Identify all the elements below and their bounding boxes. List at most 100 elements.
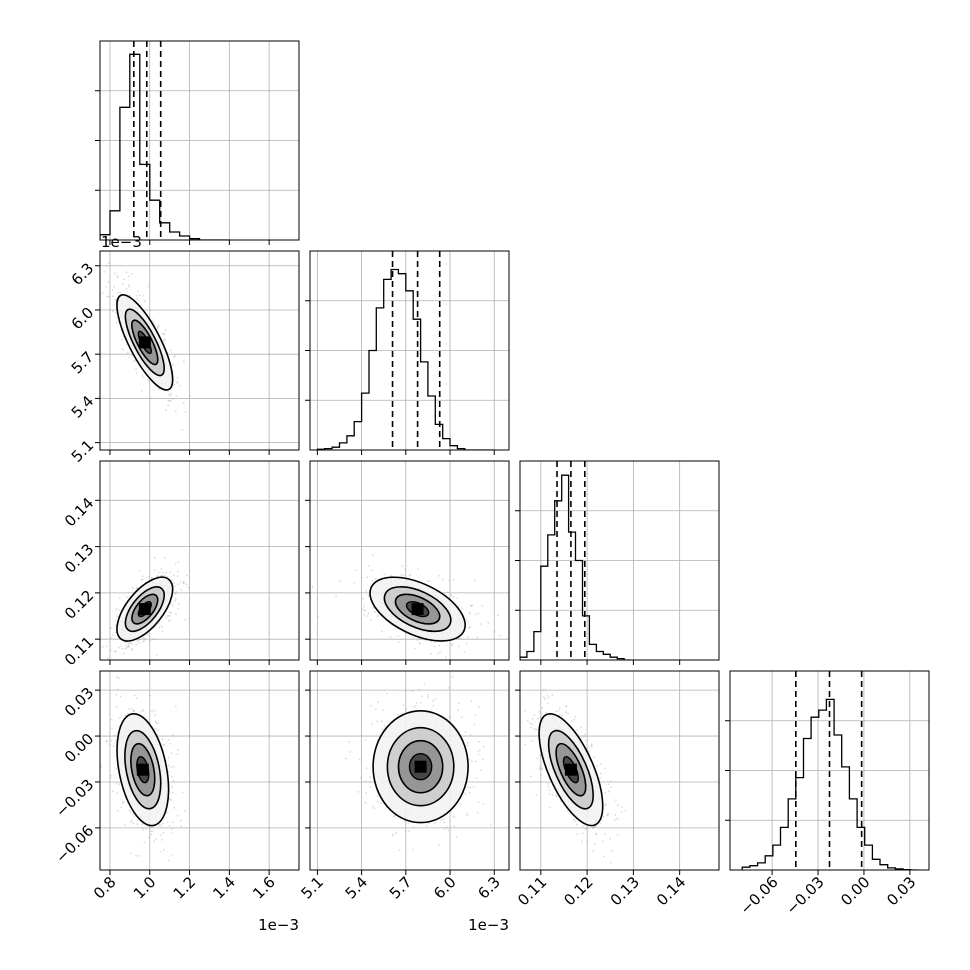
scatter-point <box>110 627 112 629</box>
scatter-point <box>447 686 450 689</box>
scatter-point <box>397 635 400 638</box>
scatter-point <box>479 623 482 625</box>
x-tick-label: 0.12 <box>560 873 596 909</box>
scatter-point <box>545 712 547 714</box>
scatter-point <box>581 832 584 835</box>
scatter-point <box>111 649 113 652</box>
scatter-point <box>170 832 173 834</box>
scatter-point <box>147 285 150 288</box>
scatter-point <box>158 824 161 826</box>
scatter-point <box>344 757 347 760</box>
scatter-point <box>157 722 160 725</box>
scatter-point <box>162 744 165 746</box>
x-tick-label: 5.7 <box>386 873 416 903</box>
scatter-point <box>154 569 156 572</box>
scatter-point <box>166 812 169 814</box>
scatter-point <box>162 831 165 834</box>
scatter-point <box>161 839 164 841</box>
scatter-point <box>142 828 145 831</box>
scatter-point <box>592 827 594 829</box>
scatter-point <box>380 802 382 804</box>
scatter-point <box>361 608 363 610</box>
histogram-step <box>741 698 919 870</box>
scatter-point <box>170 752 173 755</box>
scatter-point <box>133 709 136 712</box>
scatter-point <box>170 393 173 395</box>
scatter-point <box>405 830 407 832</box>
scatter-point <box>617 818 619 820</box>
scatter-point <box>587 750 590 753</box>
scatter-point <box>457 709 459 712</box>
scatter-point <box>575 823 578 826</box>
scatter-point <box>135 368 138 370</box>
panel-3-0: −0.06−0.03 0.00 0.03 0.8 1.0 1.2 1.4 1.6 1e−3 <box>52 670 300 934</box>
scatter-point <box>600 763 602 765</box>
scatter-point <box>529 722 531 724</box>
y-tick-label: 0.13 <box>61 540 97 576</box>
scatter-point <box>136 820 139 822</box>
scatter-point <box>111 790 114 793</box>
scatter-point <box>143 841 146 844</box>
scatter-point <box>138 639 141 642</box>
scatter-point <box>372 805 374 808</box>
scatter-point <box>170 799 172 801</box>
y-tick-label: 5.7 <box>68 348 98 378</box>
y-tick-label: 0.03 <box>61 684 97 720</box>
scatter-point <box>582 825 585 828</box>
scatter-point <box>415 705 417 708</box>
x-offset-label: 1e−3 <box>468 916 509 934</box>
scatter-point <box>533 728 536 730</box>
scatter-point <box>357 791 360 793</box>
scatter-point <box>151 830 154 832</box>
scatter-point <box>118 646 121 649</box>
scatter-point <box>610 849 613 852</box>
scatter-point <box>108 743 111 746</box>
scatter-point <box>609 861 612 864</box>
scatter-point <box>393 815 395 818</box>
scatter-point <box>139 710 142 713</box>
scatter-point <box>396 713 399 716</box>
scatter-point <box>599 772 602 775</box>
scatter-point <box>547 702 550 705</box>
scatter-point <box>174 593 177 595</box>
scatter-point <box>570 720 573 722</box>
scatter-point <box>420 701 422 704</box>
scatter-point <box>366 576 369 578</box>
scatter-point <box>151 576 153 579</box>
scatter-point <box>148 827 151 830</box>
scatter-point <box>603 833 606 835</box>
scatter-point <box>128 642 131 645</box>
scatter-point <box>478 706 481 708</box>
scatter-point <box>567 712 569 715</box>
scatter-point <box>112 745 115 748</box>
scatter-point <box>592 826 594 829</box>
scatter-point <box>141 827 144 829</box>
scatter-point <box>163 556 166 559</box>
scatter-point <box>151 710 153 712</box>
scatter-point <box>181 791 184 794</box>
scatter-point <box>130 819 133 822</box>
scatter-point <box>533 714 536 716</box>
axes-frame <box>99 250 300 451</box>
scatter-point <box>498 634 501 637</box>
y-tick-label: 5.1 <box>68 436 98 466</box>
scatter-point <box>174 592 177 595</box>
scatter-point <box>115 321 118 324</box>
scatter-point <box>116 274 119 277</box>
scatter-point <box>468 626 471 629</box>
y-tick-label: 6.3 <box>68 259 98 289</box>
scatter-point <box>555 710 558 713</box>
scatter-point <box>583 735 585 738</box>
scatter-point <box>174 598 177 600</box>
panel-content <box>100 461 299 660</box>
scatter-point <box>467 786 469 788</box>
panel-content <box>520 461 719 660</box>
scatter-point <box>167 859 170 862</box>
scatter-point <box>438 575 440 577</box>
scatter-point <box>155 721 158 724</box>
scatter-point <box>129 811 132 813</box>
scatter-point <box>455 835 458 838</box>
scatter-point <box>452 815 454 818</box>
scatter-point <box>152 638 155 641</box>
scatter-point <box>530 740 533 742</box>
